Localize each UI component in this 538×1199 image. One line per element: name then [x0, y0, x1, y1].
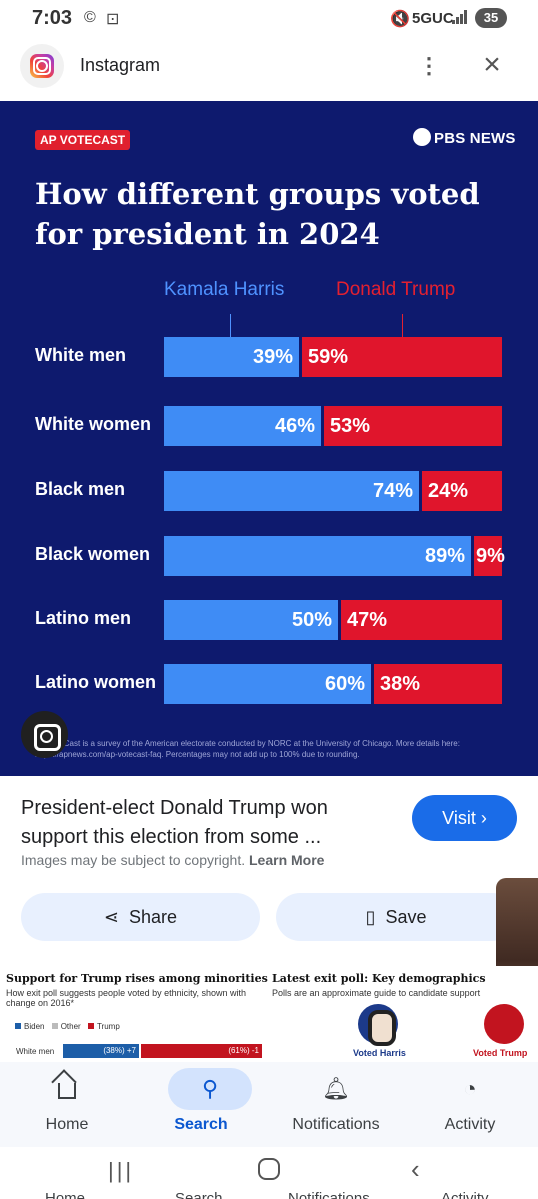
ap-votecast-badge: AP VOTECAST: [35, 130, 131, 150]
legend-trump: Donald Trump: [336, 279, 456, 300]
battery-indicator: 35: [475, 8, 507, 28]
nav-notifications-label: Notifications: [292, 1116, 380, 1133]
status-time: 7:03: [32, 7, 73, 29]
harris-avatar: [358, 1004, 398, 1046]
related-row-label: White men: [16, 1047, 55, 1056]
app-title: Instagram: [80, 55, 161, 75]
related-title: Latest exit poll: Key demographics: [272, 972, 486, 985]
related-subtitle: Polls are an approximate guide to candid…: [272, 988, 481, 998]
nav-notifications[interactable]: 🔔︎ Notifications: [281, 1062, 391, 1147]
trump-bar: 47%: [341, 600, 502, 640]
legend-trump-tick: [402, 314, 403, 337]
trump-bar: 38%: [374, 664, 502, 704]
nav-activity-label: Activity: [444, 1116, 496, 1133]
nav-home-label: Home: [45, 1116, 89, 1133]
ghost-nav-activity-label: Activity: [441, 1190, 489, 1199]
related-subtitle: How exit poll suggests people voted by e…: [6, 988, 246, 1008]
category-label: Black men: [35, 479, 126, 499]
trump-bar: 53%: [324, 406, 502, 446]
trump-bar: 59%: [302, 337, 502, 377]
pbs-news-logo: PBS NEWS: [413, 128, 516, 147]
voted-harris-label: Voted Harris: [353, 1048, 406, 1058]
legend-swatch-trump: [87, 1023, 94, 1029]
result-image[interactable]: AP VOTECAST PBS NEWS How different group…: [0, 101, 538, 776]
copyright-text: Images may be subject to copyright.: [21, 852, 246, 868]
bottom-navigation: Home ⚲ Search 🔔︎ Notifications ◔ Activit…: [0, 1062, 538, 1147]
related-result-card[interactable]: Support for Trump rises among minorities…: [0, 966, 268, 1062]
close-icon[interactable]: ×: [483, 48, 501, 81]
home-icon: [43, 1068, 91, 1110]
app-header: Instagram ⋮ ×: [0, 42, 538, 92]
related-legend: Biden Other Trump: [10, 1022, 120, 1031]
google-lens-icon[interactable]: [21, 711, 68, 758]
nav-activity[interactable]: ◔ Activity: [415, 1062, 525, 1147]
share-icon: ⋖: [103, 907, 120, 927]
legend-harris-tick: [230, 314, 231, 337]
chart-title: How different groups voted for president…: [35, 177, 480, 251]
chart-footnote: AP VoteCast is a survey of the American …: [35, 739, 460, 759]
legend-other: Other: [60, 1022, 81, 1031]
recent-apps-icon[interactable]: |||: [108, 1158, 135, 1183]
share-button[interactable]: ⋖ Share: [21, 893, 260, 941]
back-icon[interactable]: ‹: [411, 1154, 420, 1184]
app-notification-icon: ©: [84, 9, 96, 26]
copyright-notice: Images may be subject to copyright. Lear…: [21, 852, 324, 868]
bell-icon: 🔔︎: [322, 1076, 350, 1101]
category-label: Latino men: [35, 608, 132, 628]
history-icon: ◔: [463, 1076, 477, 1101]
trump-bar: 9%: [474, 536, 505, 576]
voted-trump-label: Voted Trump: [473, 1048, 528, 1058]
share-label: Share: [129, 907, 178, 927]
ghost-nav-home-label: Home: [45, 1190, 86, 1199]
trump-bar: 24%: [422, 471, 502, 511]
signal-icon: [452, 10, 470, 24]
harris-bar: 50%: [164, 600, 338, 640]
harris-bar: 74%: [164, 471, 419, 511]
related-result-card[interactable]: Latest exit poll: Key demographics Polls…: [272, 966, 538, 1062]
legend-trump-small: Trump: [96, 1022, 120, 1031]
network-type: 5GUC: [412, 10, 454, 27]
bookmark-icon: ▯: [365, 907, 376, 927]
more-vert-icon[interactable]: ⋮: [418, 53, 440, 78]
system-home-icon[interactable]: [258, 1158, 280, 1180]
save-button[interactable]: ▯ Save: [276, 893, 516, 941]
related-title: Support for Trump rises among minorities: [6, 972, 268, 985]
visit-button[interactable]: Visit ›: [412, 795, 517, 841]
search-icon: ⚲: [168, 1068, 252, 1110]
instagram-logo-icon: [20, 44, 64, 88]
screenshot-notification-icon: ⊡: [106, 11, 120, 28]
trump-avatar: [484, 1004, 524, 1044]
category-label: White men: [35, 345, 127, 365]
legend-swatch-other: [51, 1023, 58, 1029]
harris-bar: 89%: [164, 536, 471, 576]
pbs-logo-icon: [413, 128, 431, 146]
result-caption[interactable]: President-elect Donald Trump won support…: [21, 797, 328, 848]
status-bar: 7:03 © ⊡ 🔇 5GUC 35: [0, 0, 538, 38]
legend-swatch-biden: [15, 1023, 21, 1029]
mute-icon: 🔇: [390, 11, 410, 28]
save-label: Save: [385, 907, 427, 927]
related-trump-bar: (61%) -1: [141, 1044, 262, 1058]
category-label: Black women: [35, 544, 151, 564]
harris-bar: 60%: [164, 664, 371, 704]
category-label: White women: [35, 414, 151, 434]
ghost-nav-notifications-label: Notifications: [288, 1190, 370, 1199]
legend-harris: Kamala Harris: [164, 279, 285, 300]
related-biden-bar: (38%) +7: [63, 1044, 139, 1058]
learn-more-link[interactable]: Learn More: [249, 852, 325, 868]
category-label: Latino women: [35, 672, 156, 692]
nav-search[interactable]: ⚲ Search: [146, 1062, 256, 1147]
system-navigation-bar: ||| ‹: [0, 1148, 538, 1199]
harris-bar: 39%: [164, 337, 299, 377]
nav-home[interactable]: Home: [12, 1062, 122, 1147]
nav-search-label: Search: [174, 1116, 228, 1133]
legend-biden: Biden: [24, 1022, 45, 1031]
pbs-news-text: PBS NEWS: [434, 130, 516, 147]
harris-bar: 46%: [164, 406, 321, 446]
ghost-nav-search-label: Search: [175, 1190, 223, 1199]
